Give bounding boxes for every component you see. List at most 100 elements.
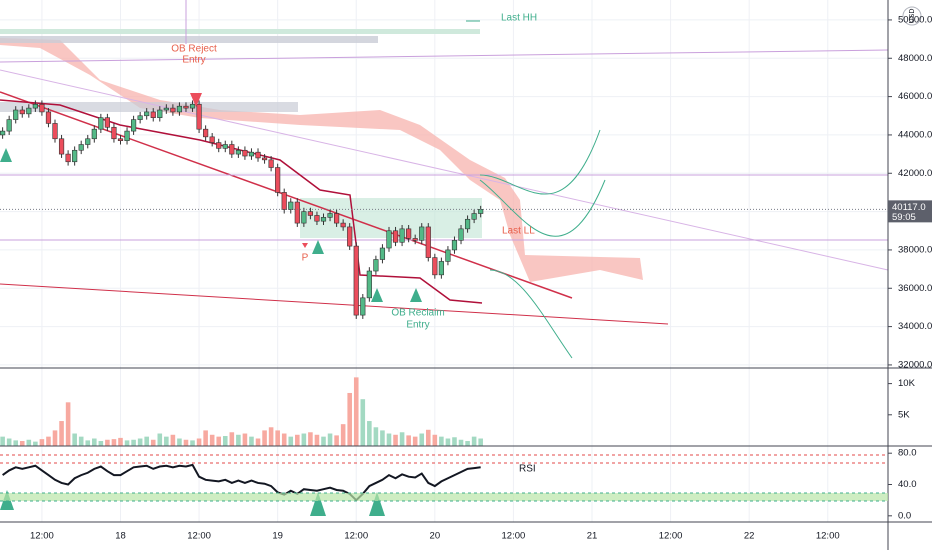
volume-bar [478, 438, 483, 446]
candle-body [0, 130, 6, 136]
x-tick-label: 12:00 [659, 531, 683, 542]
candle-body [58, 138, 65, 155]
signal-up [369, 492, 385, 516]
candle-body [379, 247, 386, 260]
annotation: OB Reject [171, 44, 217, 55]
candle-body [327, 213, 333, 218]
volume-bar [137, 438, 143, 446]
candle-body [216, 142, 222, 149]
candle-body [242, 149, 248, 157]
trend-line [0, 49, 889, 63]
volume-bar [399, 432, 405, 446]
candle-body [471, 213, 477, 220]
band [479, 179, 606, 237]
candle-body [248, 151, 255, 157]
candle-body [458, 228, 464, 241]
volume-bar [65, 402, 71, 446]
y-tick-label: 42000.0 [898, 168, 932, 179]
volume-bar [124, 440, 130, 446]
currency-badge[interactable] [902, 6, 922, 26]
volume-bar [412, 436, 418, 446]
volume-bar [236, 434, 241, 446]
volume-bar [98, 441, 104, 446]
candle-body [111, 126, 117, 140]
candle-body [353, 245, 359, 316]
candle-body [91, 128, 97, 140]
volume-bar [229, 432, 235, 446]
signal-up [312, 240, 324, 254]
candle-body [307, 211, 313, 216]
candle-body [137, 115, 143, 120]
zone [0, 102, 298, 112]
volume-bar [367, 421, 372, 446]
volume-bar [471, 436, 477, 446]
annotation: Last LL [502, 226, 535, 237]
candle-body [360, 297, 366, 316]
volume-bar [393, 434, 398, 446]
candle-body [235, 149, 241, 155]
x-tick-label: 22 [744, 531, 755, 542]
volume-bar [308, 432, 313, 446]
volume-bar [222, 436, 228, 446]
volume-bar [0, 436, 5, 446]
volume-bar [281, 433, 287, 446]
volume-bar [255, 438, 261, 446]
x-tick-label: 18 [115, 531, 126, 542]
candle-body [229, 144, 235, 155]
annotation: Entry [182, 55, 205, 66]
y-tick-label: 0.0 [898, 510, 911, 521]
volume-bar [118, 437, 123, 446]
candle-body [288, 201, 294, 210]
candle-body [32, 103, 38, 109]
candle-body [13, 109, 19, 120]
volume-bar [203, 430, 208, 446]
volume-bar [452, 437, 457, 446]
candle-body [144, 111, 150, 117]
volume-bar [52, 430, 58, 446]
candle-body [85, 138, 91, 145]
candle-body [294, 201, 300, 224]
volume-bar [432, 434, 438, 446]
candle-body [451, 240, 458, 251]
volume-bar [458, 439, 464, 446]
volume-bar [439, 436, 444, 446]
candle-body [98, 117, 104, 130]
candle-body [340, 222, 346, 228]
x-tick-label: 12:00 [502, 531, 526, 542]
candle-body [183, 105, 189, 109]
volume-bar [177, 438, 182, 446]
y-tick-label: 38000.0 [898, 244, 932, 255]
volume-bar [347, 392, 352, 446]
marks [0, 100, 888, 502]
candle-body [150, 111, 156, 118]
x-tick-label: 19 [272, 531, 283, 542]
y-tick-label: 50000.0 [898, 14, 932, 25]
candle-body [478, 209, 484, 214]
y-tick-label: 32000.0 [898, 359, 932, 370]
candle-body [19, 109, 25, 115]
candle-body [334, 213, 340, 224]
indicator-title: RSI [519, 464, 536, 475]
candle-body [347, 226, 353, 247]
candle-body [196, 103, 202, 130]
y-tick-label: 46000.0 [898, 91, 932, 102]
candle-body [320, 217, 327, 222]
volume-bar [334, 435, 339, 446]
zone [0, 29, 480, 34]
volume-bar [288, 436, 294, 446]
volume-bar [275, 430, 280, 446]
candle-body [176, 105, 183, 113]
volume-bar [380, 430, 385, 446]
currency: USD [909, 9, 916, 24]
volume-bar [196, 438, 202, 446]
candle-body [275, 167, 281, 193]
volume-bar [262, 430, 267, 446]
volume-bar [445, 438, 451, 446]
volume-bar [419, 433, 425, 446]
zone [0, 36, 378, 43]
candle-body [65, 153, 71, 163]
volume-bar [59, 421, 64, 446]
last-price-label: 40117.0 [892, 202, 926, 213]
volume-bar [105, 439, 110, 446]
